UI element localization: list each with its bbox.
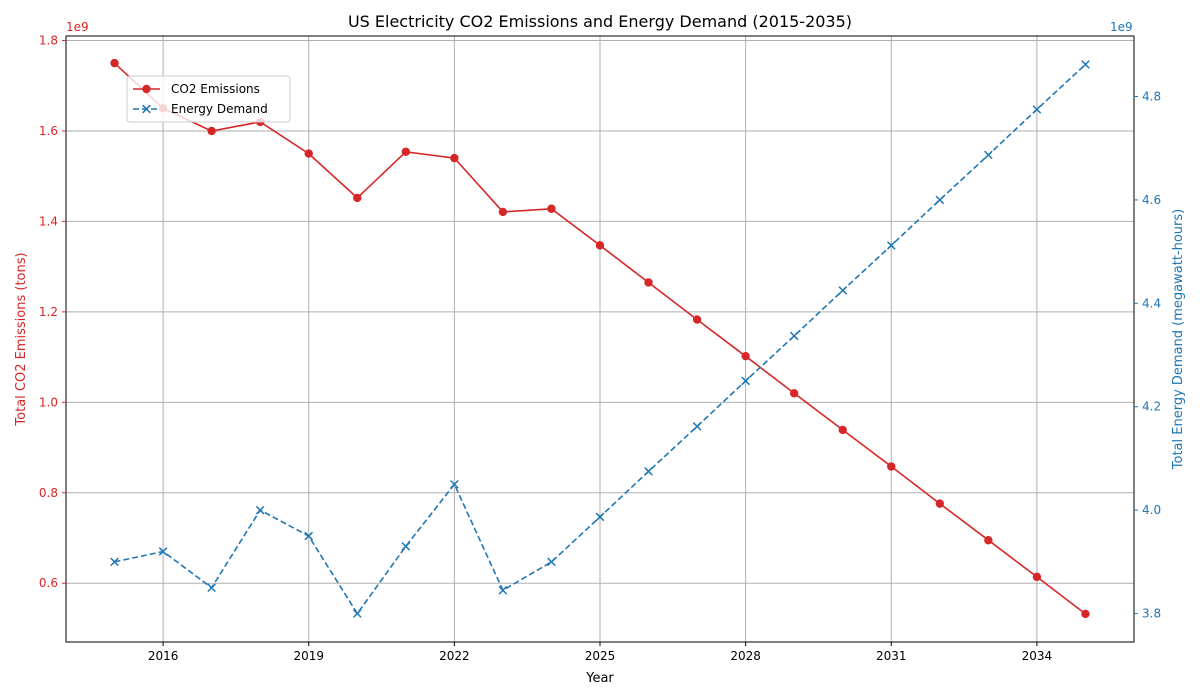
- y-left-tick-label: 1.8: [39, 34, 58, 48]
- co2-emissions-point: [547, 204, 556, 213]
- energy-demand-point: [450, 479, 459, 489]
- co2-emissions-point: [110, 58, 119, 68]
- energy-demand-point: [935, 195, 945, 205]
- co2-emissions-point: [789, 389, 799, 398]
- legend-label-co2: CO2 Emissions: [171, 82, 260, 96]
- y-axis-right-label: Total Energy Demand (megawatt-hours): [1171, 209, 1186, 470]
- y-axis-left-label: Total CO2 Emissions (tons): [14, 252, 29, 426]
- legend-marker-energy: [142, 104, 151, 114]
- co2-emissions-point: [935, 499, 945, 508]
- x-axis-label: Year: [585, 671, 614, 686]
- energy-demand-point: [644, 467, 653, 476]
- y-right-tick-label: 4.2: [1142, 400, 1161, 414]
- y-axis-right-offset-label: 1e9: [1110, 20, 1133, 34]
- energy-demand-point: [498, 585, 508, 595]
- y-right-tick-label: 4.8: [1142, 89, 1161, 103]
- co2-emissions-point: [887, 462, 896, 471]
- x-tick-label: 2034: [1022, 649, 1053, 663]
- x-tick-label: 2025: [585, 649, 616, 663]
- x-tick-label: 2031: [876, 649, 907, 663]
- co2-emissions-point: [304, 149, 313, 158]
- energy-demand-point: [207, 583, 216, 593]
- y-left-tick-label: 0.6: [39, 576, 58, 590]
- co2-emissions-point: [741, 351, 750, 361]
- y-left-tick-label: 1.6: [39, 124, 58, 138]
- energy-demand-point: [1081, 60, 1090, 69]
- energy-demand-point: [838, 286, 848, 295]
- co2-emissions-point: [595, 241, 605, 250]
- chart-title: US Electricity CO2 Emissions and Energy …: [348, 12, 852, 31]
- energy-demand-point: [789, 331, 799, 341]
- energy-demand-point: [741, 376, 750, 386]
- y-right-tick-label: 4.6: [1142, 193, 1161, 207]
- co2-emissions-point: [207, 126, 216, 136]
- legend: CO2 Emissions Energy Demand: [126, 75, 291, 123]
- energy-demand-point: [595, 512, 605, 522]
- co2-emissions-point: [692, 315, 702, 324]
- x-tick-label: 2016: [148, 649, 179, 663]
- energy-demand-point: [984, 150, 993, 160]
- x-tick-label: 2019: [293, 649, 324, 663]
- grid-layer: [66, 36, 1134, 642]
- x-tick-label: 2022: [439, 649, 470, 663]
- y-left-tick-label: 1.2: [39, 305, 58, 319]
- co2-emissions-point: [838, 425, 847, 435]
- y-left-tick-label: 0.8: [39, 486, 58, 500]
- co2-emissions-point: [1081, 609, 1090, 619]
- co2-emissions-point: [498, 207, 508, 217]
- y-right-tick-label: 3.8: [1142, 607, 1161, 621]
- energy-demand-point: [692, 422, 702, 431]
- x-tick-label: 2028: [730, 649, 761, 663]
- energy-demand-point: [110, 557, 119, 567]
- series-layer: [110, 58, 1090, 619]
- y-axis-left-offset-label: 1e9: [66, 20, 89, 34]
- legend-entry-co2: CO2 Emissions: [133, 82, 260, 96]
- y-right-tick-label: 4.0: [1142, 503, 1161, 517]
- energy-demand-point: [547, 557, 556, 567]
- energy-demand-point: [886, 241, 896, 250]
- co2-emissions-point: [1032, 572, 1042, 582]
- energy-demand-point: [158, 547, 168, 556]
- co2-emissions-point: [450, 153, 459, 163]
- legend-box: [126, 75, 291, 123]
- y-right-tick-label: 4.4: [1142, 296, 1161, 310]
- energy-demand-point: [255, 505, 265, 515]
- axis-layer: 2016 2019 2022 2025 2028 2031 2034 0.6 0.8 1.0 1.2…: [39, 34, 1161, 663]
- co2-emissions-point: [401, 147, 411, 156]
- y-left-tick-label: 1.4: [39, 214, 58, 228]
- energy-demand-point: [401, 542, 411, 551]
- y-left-tick-label: 1.0: [39, 395, 58, 409]
- energy-demand-point: [1032, 105, 1042, 114]
- legend-marker-co2: [142, 84, 151, 94]
- legend-label-energy: Energy Demand: [171, 102, 268, 116]
- co2-emissions-point: [353, 193, 362, 203]
- energy-demand-point: [304, 531, 314, 541]
- co2-emissions-point: [984, 536, 993, 545]
- co2-emissions-point: [644, 278, 653, 287]
- energy-demand-point: [352, 609, 362, 618]
- legend-entry-energy: Energy Demand: [133, 102, 268, 116]
